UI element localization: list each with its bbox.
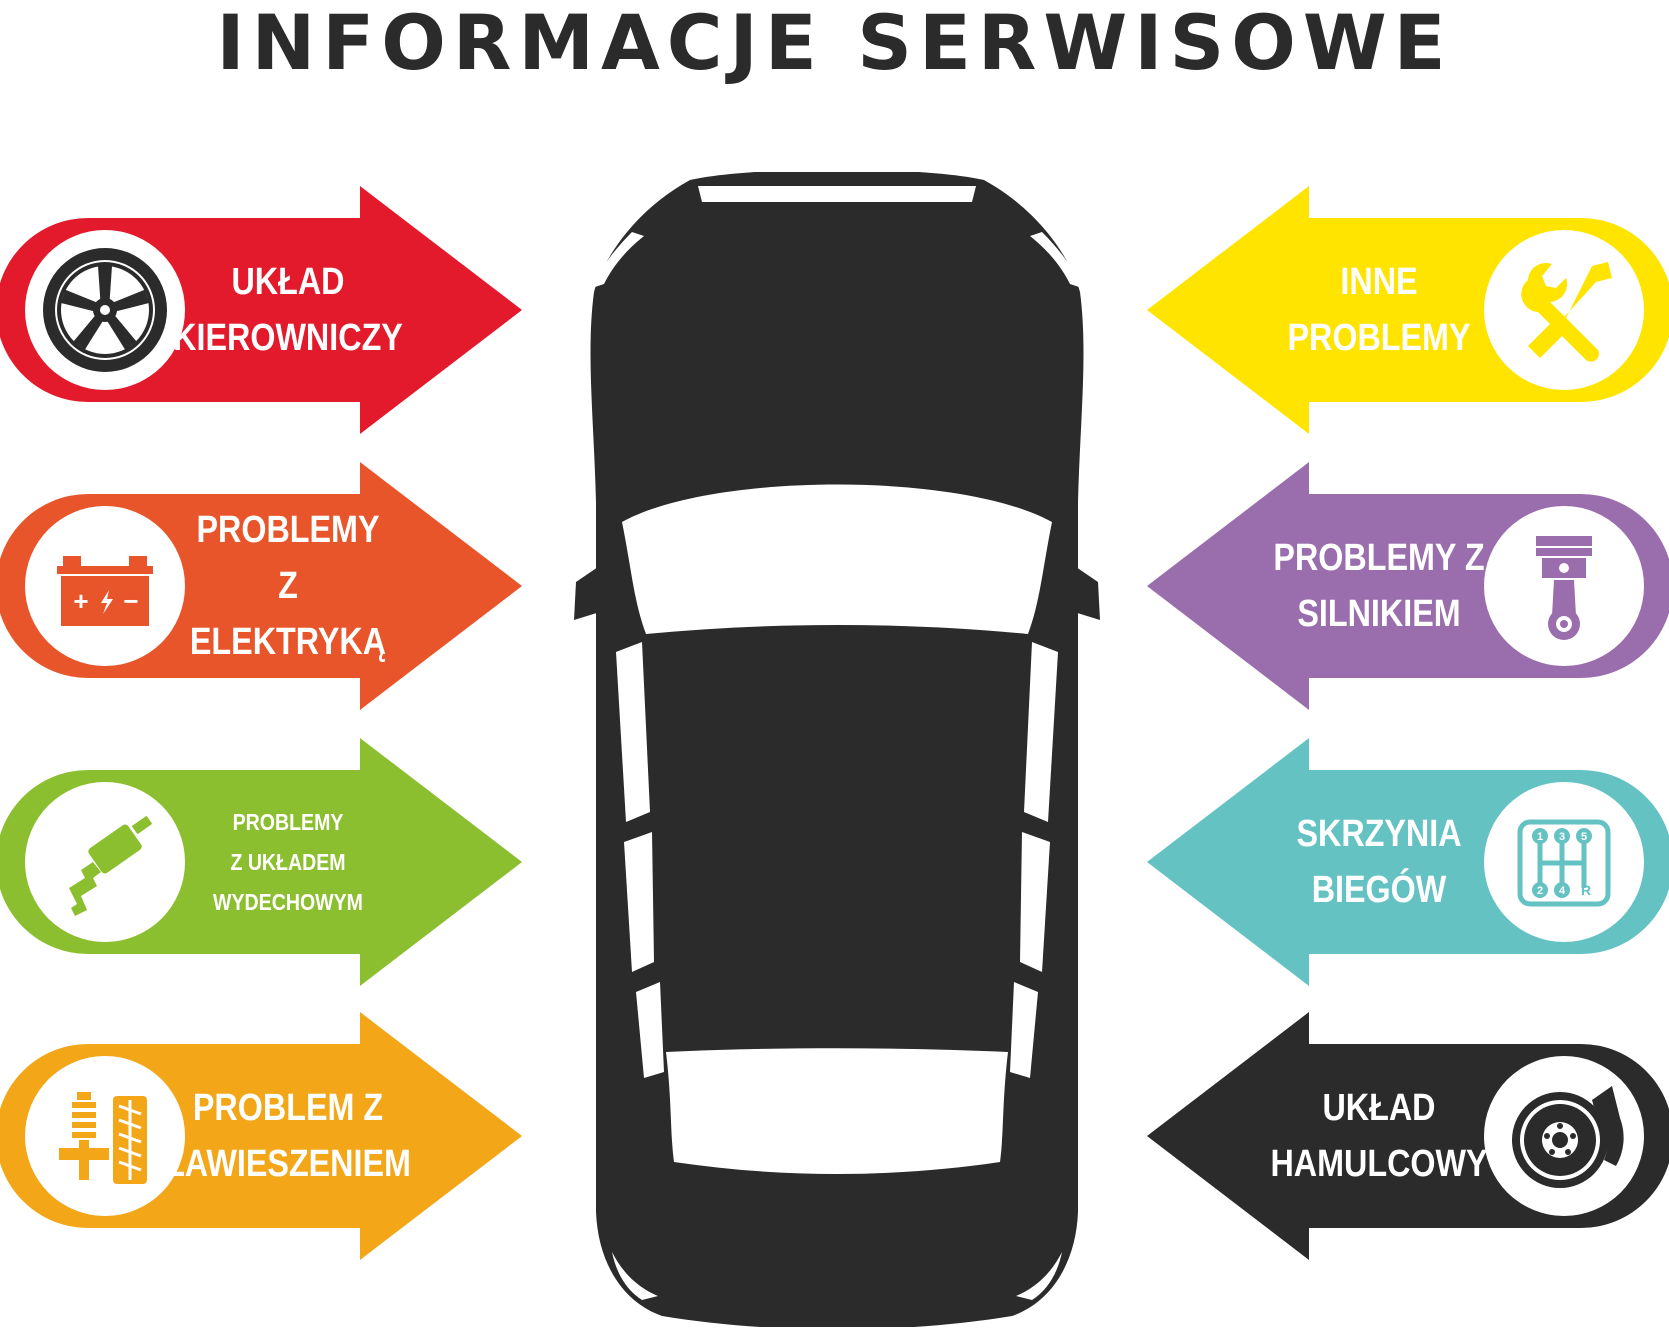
label-line-1: PROBLEM Z <box>192 1087 384 1129</box>
label-line-1: INNE <box>1340 261 1418 303</box>
arrow-steering-system: UKŁAD KIEROWNICZY <box>0 186 522 434</box>
arrow-electrical-problems: + − PROBLEMY Z ELEKTRYKĄ <box>0 462 522 710</box>
arrow-suspension-problem: PROBLEM Z ZAWIESZENIEM <box>0 1012 522 1260</box>
battery-plus: + <box>73 586 88 616</box>
icon-circle: 1 3 5 2 4 R <box>1484 782 1644 942</box>
icon-circle <box>1484 1056 1644 1216</box>
arrow-label: INNE PROBLEMY <box>1269 186 1490 434</box>
gear-3: 3 <box>1559 831 1565 843</box>
label-line-2: SILNIKIEM <box>1297 593 1461 635</box>
label-line-1: UKŁAD <box>231 261 345 303</box>
piston-icon <box>1536 536 1592 640</box>
arrow-label: UKŁAD HAMULCOWY <box>1269 1012 1490 1260</box>
tools-icon <box>1521 262 1612 362</box>
gear-4: 4 <box>1559 885 1566 897</box>
label-line-2: Z ELEKTRYKĄ <box>189 565 387 663</box>
label-line-1: UKŁAD <box>1322 1087 1436 1129</box>
battery-minus: − <box>123 586 138 616</box>
label-line-2: KIEROWNICZY <box>173 317 403 359</box>
icon-circle <box>25 230 185 390</box>
exhaust-icon <box>69 815 153 916</box>
gear-2: 2 <box>1537 885 1543 897</box>
gear-r: R <box>1581 882 1591 898</box>
arrow-label: PROBLEMY Z SILNIKIEM <box>1269 462 1490 710</box>
arrow-label: PROBLEMY Z UKŁADEM WYDECHOWYM <box>178 738 399 986</box>
icon-circle: + − <box>25 506 185 666</box>
icon-circle <box>1484 230 1644 390</box>
icon-circle <box>1484 506 1644 666</box>
gear-5: 5 <box>1581 831 1587 843</box>
label-line-1: SKRZYNIA <box>1296 813 1462 855</box>
arrow-label: PROBLEMY Z ELEKTRYKĄ <box>178 462 399 710</box>
arrow-label: PROBLEM Z ZAWIESZENIEM <box>165 1012 411 1260</box>
gear-1: 1 <box>1537 831 1543 843</box>
gearbox-icon: 1 3 5 2 4 R <box>1517 819 1611 907</box>
label-line-2: HAMULCOWY <box>1270 1143 1488 1185</box>
arrow-gearbox: 1 3 5 2 4 R SKRZYNIA BIEGÓW <box>1147 738 1669 986</box>
arrow-label: SKRZYNIA BIEGÓW <box>1269 738 1490 986</box>
brake-disc-icon <box>1512 1086 1624 1188</box>
label-line-2: BIEGÓW <box>1311 869 1447 911</box>
icon-circle <box>25 1056 185 1216</box>
suspension-icon <box>59 1092 147 1184</box>
label-line-2: ZAWIESZENIEM <box>165 1143 411 1185</box>
arrow-label: UKŁAD KIEROWNICZY <box>173 186 403 434</box>
wheel-icon <box>43 248 167 372</box>
arrow-other-problems: INNE PROBLEMY <box>1147 186 1669 434</box>
car-top-view-icon <box>574 172 1100 1327</box>
battery-icon: + − <box>57 556 153 626</box>
label-line-2: Z UKŁADEM WYDECHOWYM <box>213 849 363 915</box>
icon-circle <box>25 782 185 942</box>
arrow-exhaust-problems: PROBLEMY Z UKŁADEM WYDECHOWYM <box>0 738 522 986</box>
page-title: INFORMACJE SERWISOWE <box>216 0 1453 87</box>
label-line-1: PROBLEMY <box>196 509 380 551</box>
label-line-1: PROBLEMY <box>232 809 344 835</box>
label-line-1: PROBLEMY Z <box>1273 537 1485 579</box>
label-line-2: PROBLEMY <box>1287 317 1471 359</box>
arrow-brake-system: UKŁAD HAMULCOWY <box>1147 1012 1669 1260</box>
arrow-engine-problems: PROBLEMY Z SILNIKIEM <box>1147 462 1669 710</box>
